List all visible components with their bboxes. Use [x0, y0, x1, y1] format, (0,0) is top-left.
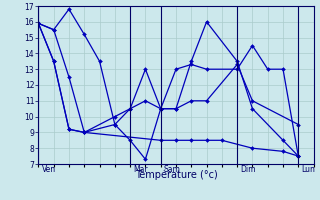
Text: Lun: Lun — [301, 165, 315, 174]
Text: Mar: Mar — [133, 165, 148, 174]
Text: Dim: Dim — [240, 165, 256, 174]
Text: Ven: Ven — [42, 165, 56, 174]
Text: Sam: Sam — [164, 165, 181, 174]
X-axis label: Température (°c): Température (°c) — [135, 170, 217, 180]
